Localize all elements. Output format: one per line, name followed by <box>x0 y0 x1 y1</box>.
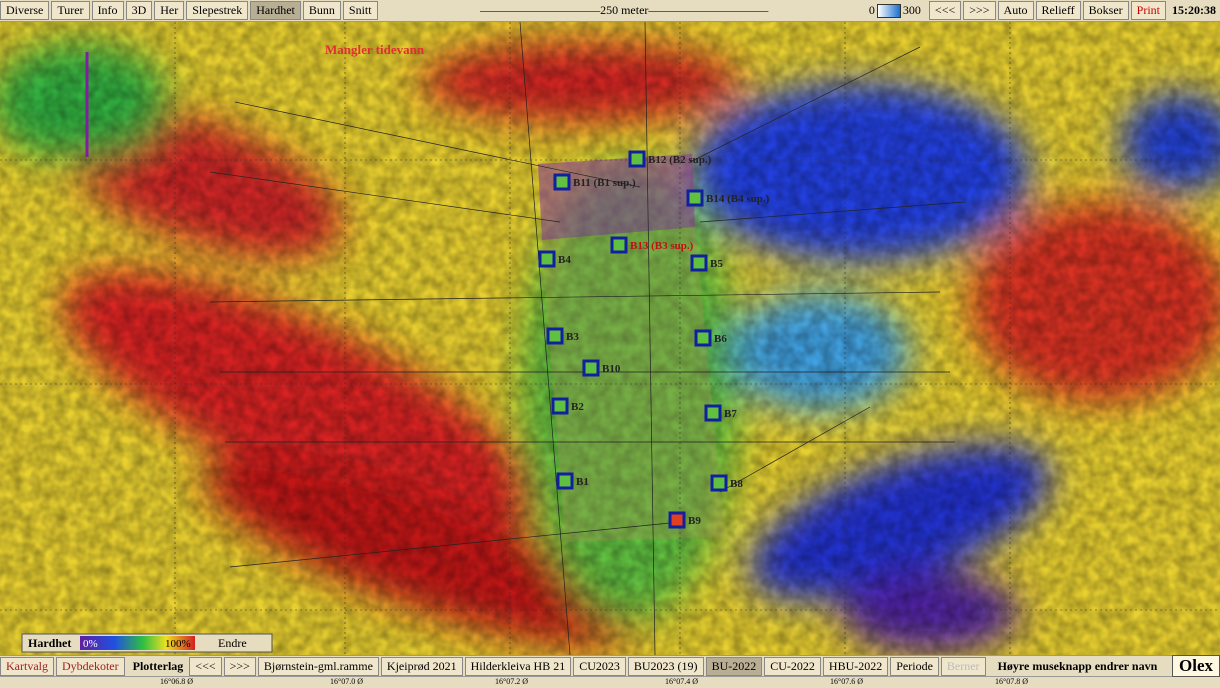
menu-button[interactable]: Her <box>154 1 185 20</box>
station-label: B2 <box>571 401 584 413</box>
menu-button[interactable]: Hardhet <box>250 1 301 20</box>
station-marker <box>628 150 646 168</box>
tracks <box>209 22 966 656</box>
legend-scale <box>80 636 195 650</box>
depth-scale <box>876 3 901 18</box>
menu-button[interactable]: Turer <box>51 1 90 20</box>
station-marker <box>553 173 571 191</box>
station-label: B6 <box>714 333 727 345</box>
menu-button[interactable]: Bunn <box>302 1 341 20</box>
map: Mangler tidevann B12 (B2 sup.) B11 (B1 su… <box>0 22 1220 656</box>
station-label: B4 <box>558 254 571 266</box>
depth-max: 300 <box>902 3 921 17</box>
station-label: B8 <box>730 478 743 490</box>
button[interactable]: Dybdekoter <box>55 656 125 676</box>
station-label: B3 <box>566 331 579 343</box>
station-marker <box>610 236 628 254</box>
station-marker <box>694 329 712 347</box>
scale-bar: ——————————250 meter—————————— <box>480 3 769 17</box>
menu-button[interactable]: Relieff <box>1035 1 1081 20</box>
clock: 15:20:38 <box>1172 3 1216 17</box>
grid <box>0 22 1220 655</box>
layer-button[interactable]: >>> <box>223 656 256 676</box>
menu-button[interactable]: <<< <box>928 1 962 20</box>
layer-button[interactable]: Periode <box>890 656 939 676</box>
layer-button[interactable]: BU2023 (19) <box>627 656 704 676</box>
top-toolbar: Diverse Turer Info 3D Her Slepestrek Hardhet Bu… <box>0 0 1220 22</box>
station-marker <box>686 189 704 207</box>
station-marker <box>538 250 556 268</box>
layer-button[interactable]: Bjørnstein-gml.ramme <box>257 656 379 676</box>
menu-button[interactable]: >>> <box>963 1 996 20</box>
layer-button[interactable]: CU-2022 <box>764 656 821 676</box>
station-marker <box>690 254 708 272</box>
bottom-toolbar: Kartvalg Dybdekoter Plotterlag <<< >>> Bjørns… <box>0 655 1220 677</box>
coordinate-label: 16°06.8 Ø <box>160 677 193 686</box>
layer-button[interactable]: BU-2022 <box>705 656 763 676</box>
coordinate-label: 16°07.6 Ø <box>830 677 863 686</box>
menu-button[interactable]: Slepestrek <box>186 1 249 20</box>
notice: Mangler tidevann <box>325 42 425 57</box>
station-marker <box>546 327 564 345</box>
menu-button[interactable]: Info <box>91 1 124 20</box>
layer-button[interactable]: <<< <box>189 656 222 676</box>
label: Plotterlag <box>132 658 184 673</box>
right-menu: <<< >>> Auto Relieff Bokser Print <box>928 1 1168 20</box>
scale-label: 250 meter <box>600 3 649 17</box>
station-marker <box>551 397 569 415</box>
legend-button[interactable]: Endre <box>218 636 247 650</box>
menu-button[interactable]: Auto <box>997 1 1034 20</box>
layer-button[interactable]: Kjeiprød 2021 <box>380 656 463 676</box>
station-label: B12 (B2 sup.) <box>648 154 712 166</box>
layer-button[interactable]: Berner <box>940 656 986 676</box>
layer-button[interactable]: CU2023 <box>573 656 626 676</box>
station-label: B9 <box>688 515 701 527</box>
station-marker <box>668 511 686 529</box>
menu-button[interactable]: 3D <box>125 1 153 20</box>
layer-button[interactable]: HBU-2022 <box>822 656 889 676</box>
menu-button[interactable]: Bokser <box>1082 1 1129 20</box>
station-marker <box>556 472 574 490</box>
coordinate-strip: 16°06.8 Ø 16°07.0 Ø 16°07.2 Ø 16°07.4 Ø 16°0… <box>0 677 1220 688</box>
menu: Diverse Turer Info 3D Her Slepestrek Hardhet Bu… <box>0 1 380 20</box>
button[interactable]: Kartvalg <box>0 656 54 676</box>
legend-title: Hardhet <box>28 636 71 650</box>
coordinate-label: 16°07.0 Ø <box>330 677 363 686</box>
station-label: B5 <box>710 258 723 270</box>
coordinate-label: 16°07.2 Ø <box>495 677 528 686</box>
coordinate-label: 16°07.4 Ø <box>665 677 698 686</box>
station-marker <box>710 474 728 492</box>
station-label: B7 <box>724 408 737 420</box>
station-label: B10 <box>602 363 621 375</box>
menu-button[interactable]: Snitt <box>342 1 378 20</box>
station-label: B1 <box>576 476 589 488</box>
survey-area <box>542 227 725 542</box>
brand: Olex <box>1172 655 1220 677</box>
station-label: B14 (B4 sup.) <box>706 193 770 205</box>
station-marker <box>704 404 722 422</box>
depth-min: 0 <box>868 3 875 17</box>
texture <box>0 22 1220 655</box>
coordinate-label: 16°07.8 Ø <box>995 677 1028 686</box>
hint: Høyre museknapp endrer navn <box>997 658 1158 673</box>
survey-area <box>538 154 695 240</box>
station-label: B11 (B1 sup.) <box>573 177 636 189</box>
menu-button[interactable]: Diverse <box>0 1 50 20</box>
layer-button[interactable]: Hilderkleiva HB 21 <box>464 656 572 676</box>
legend-max: 100% <box>165 638 191 650</box>
menu-button[interactable]: Print <box>1130 1 1166 20</box>
legend-min: 0% <box>83 638 98 650</box>
station-label: B13 (B3 sup.) <box>630 240 694 252</box>
station-marker <box>582 359 600 377</box>
